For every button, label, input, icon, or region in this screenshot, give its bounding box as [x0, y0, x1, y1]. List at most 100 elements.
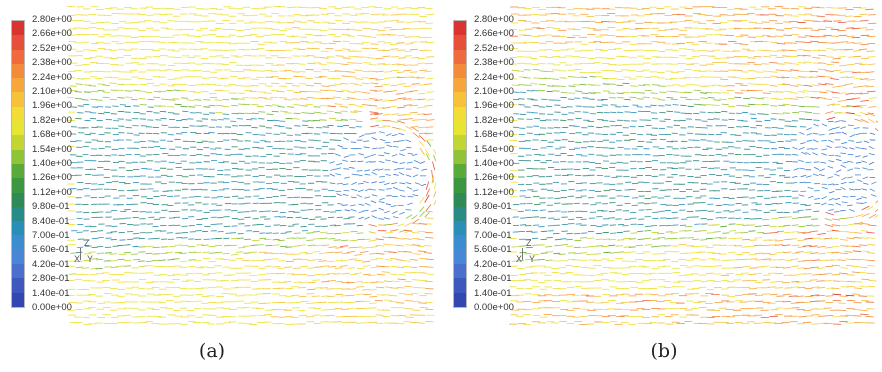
velocity-vector — [368, 274, 376, 277]
velocity-vector — [370, 47, 379, 50]
velocity-vector — [807, 195, 814, 199]
velocity-vector — [565, 239, 573, 241]
velocity-vector — [799, 181, 806, 184]
velocity-vector — [377, 168, 384, 171]
velocity-vector — [375, 238, 385, 241]
velocity-vector — [846, 35, 855, 37]
velocity-vector — [343, 155, 350, 158]
velocity-vector — [748, 230, 756, 232]
velocity-vector — [110, 266, 118, 268]
velocity-vector — [859, 48, 868, 50]
velocity-vector — [424, 70, 432, 73]
velocity-vector — [243, 252, 251, 254]
colorbar-tick-label: 1.40e-01 — [474, 287, 512, 299]
velocity-vector — [349, 273, 358, 276]
velocity-vector — [747, 83, 755, 85]
velocity-vector — [800, 142, 806, 145]
velocity-vector — [790, 274, 799, 276]
velocity-vector — [826, 145, 832, 149]
velocity-vector — [875, 120, 878, 124]
velocity-vector — [825, 295, 834, 297]
velocity-vector — [825, 70, 834, 72]
velocity-vector — [357, 182, 364, 185]
velocity-vector — [397, 223, 405, 227]
velocity-vector — [300, 258, 308, 261]
velocity-vector — [762, 92, 771, 94]
velocity-vector — [116, 265, 124, 267]
velocity-vector — [820, 161, 827, 164]
velocity-vector — [313, 244, 322, 247]
velocity-vector — [410, 64, 419, 66]
velocity-vector — [368, 231, 376, 234]
velocity-vector — [335, 301, 343, 303]
velocity-vector — [828, 203, 835, 206]
velocity-vector — [378, 161, 385, 163]
velocity-vector — [861, 222, 870, 225]
velocity-vector — [417, 98, 426, 101]
velocity-vector — [783, 70, 792, 72]
velocity-vector — [406, 161, 413, 164]
velocity-vector — [222, 99, 230, 101]
velocity-vector — [347, 267, 355, 269]
velocity-vector — [339, 245, 349, 247]
velocity-vector — [712, 104, 720, 106]
velocity-vector — [834, 173, 840, 177]
velocity-vector — [298, 237, 307, 239]
velocity-vector — [384, 210, 390, 214]
velocity-vector — [361, 82, 370, 85]
velocity-vector — [433, 199, 436, 206]
velocity-vector — [770, 50, 778, 52]
velocity-vector — [396, 266, 405, 269]
velocity-vector — [783, 90, 792, 93]
velocity-vector — [390, 205, 397, 207]
velocity-vector — [362, 209, 369, 212]
velocity-vector — [795, 251, 804, 253]
velocity-vector — [867, 285, 876, 288]
velocity-vector — [830, 78, 839, 80]
velocity-vector — [754, 237, 762, 239]
velocity-vector — [741, 239, 751, 241]
velocity-vector — [616, 239, 625, 241]
velocity-vector — [828, 127, 835, 131]
velocity-vector — [788, 295, 798, 297]
velocity-vector — [782, 83, 791, 85]
velocity-vector — [368, 239, 376, 242]
velocity-vector — [753, 64, 762, 66]
velocity-vector — [419, 279, 428, 282]
velocity-vector — [404, 285, 413, 288]
velocity-vector — [363, 180, 369, 184]
velocity-vector — [859, 286, 868, 288]
velocity-vector — [363, 62, 372, 64]
velocity-vector — [433, 181, 436, 190]
velocity-vector — [853, 232, 863, 234]
velocity-vector — [384, 299, 393, 301]
velocity-vector — [623, 237, 631, 240]
velocity-vector — [417, 92, 426, 95]
velocity-vector — [335, 55, 344, 57]
velocity-vector — [374, 90, 383, 92]
velocity-vector — [727, 98, 736, 100]
velocity-vector — [75, 266, 84, 268]
colorbar-segment — [12, 235, 24, 250]
velocity-vector — [798, 105, 806, 108]
velocity-vector — [110, 89, 118, 91]
velocity-vector — [379, 138, 386, 142]
velocity-vector — [573, 252, 581, 255]
velocity-vector — [866, 206, 874, 211]
velocity-vector — [845, 294, 855, 297]
velocity-vector — [424, 63, 433, 65]
velocity-vector — [405, 308, 414, 310]
velocity-vector — [363, 238, 371, 240]
velocity-vector — [801, 151, 807, 155]
velocity-vector — [866, 50, 875, 52]
velocity-vector — [335, 247, 344, 249]
velocity-vector — [838, 56, 846, 58]
velocity-vector — [573, 76, 581, 78]
velocity-vector — [431, 175, 434, 184]
velocity-vector — [784, 216, 792, 218]
velocity-vector — [398, 140, 405, 142]
velocity-vector — [720, 225, 728, 228]
velocity-vector — [392, 210, 398, 214]
velocity-vector — [313, 111, 321, 113]
velocity-vector — [418, 135, 426, 142]
